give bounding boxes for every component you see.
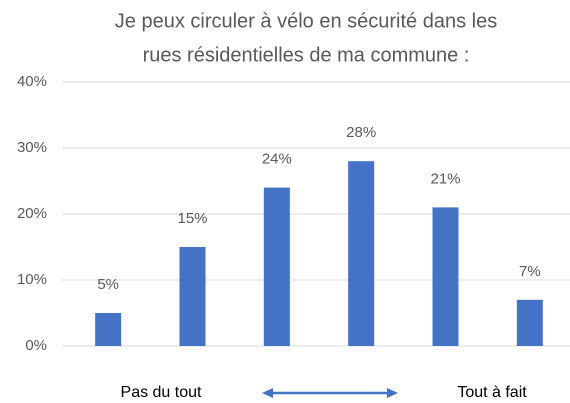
annotation: Pas du tout (121, 384, 203, 401)
bar (263, 187, 290, 346)
y-tick-label: 0% (25, 337, 47, 354)
y-tick-label: 10% (17, 271, 47, 288)
data-label: 24% (262, 151, 292, 168)
arrow (262, 388, 398, 398)
bar (516, 299, 543, 346)
annotation: Tout à fait (457, 384, 527, 401)
y-tick-label: 40% (17, 73, 47, 90)
bar (95, 313, 122, 346)
y-tick-label: 30% (17, 139, 47, 156)
chart-title: Je peux circuler à vélo en sécurité dans… (115, 10, 497, 32)
bar (432, 207, 459, 346)
data-label: 15% (177, 210, 207, 227)
data-label: 5% (97, 276, 119, 293)
data-label: 21% (430, 170, 460, 187)
data-label: 7% (519, 263, 541, 280)
data-label: 28% (346, 124, 376, 141)
bar (348, 161, 375, 346)
y-tick-label: 20% (17, 205, 47, 222)
chart-title: rues résidentielles de ma commune : (143, 44, 470, 66)
bar (179, 247, 206, 346)
